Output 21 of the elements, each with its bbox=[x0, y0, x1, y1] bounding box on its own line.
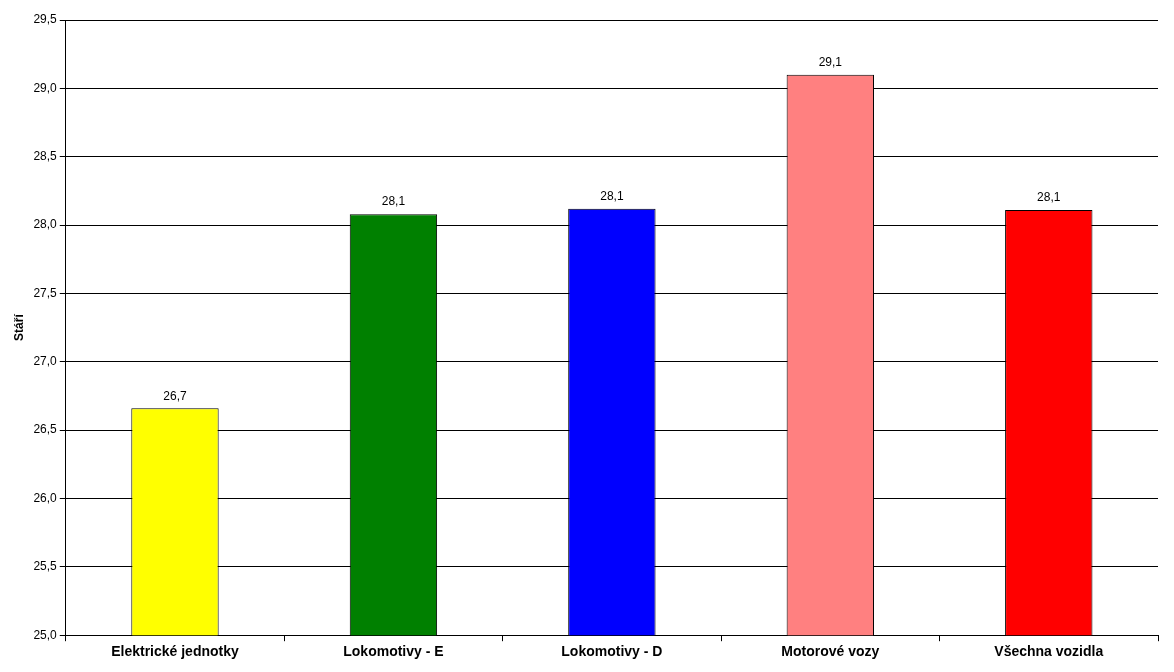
y-tick-label: 28,0 bbox=[33, 217, 58, 232]
y-tick-label: 28,5 bbox=[33, 149, 58, 164]
data-label: 28,1 bbox=[1037, 190, 1061, 205]
data-label: 29,1 bbox=[818, 55, 843, 69]
x-tick-label: Elektrické jednotky bbox=[111, 643, 239, 660]
data-label: 28,1 bbox=[600, 188, 624, 203]
x-tick-label: Motorové vozy bbox=[781, 643, 880, 660]
x-tick-label: Lokomotivy - E bbox=[343, 643, 444, 660]
y-tick-label: 29,5 bbox=[33, 12, 58, 27]
y-tick-label: 29,0 bbox=[33, 80, 58, 95]
data-label: 28,1 bbox=[381, 194, 406, 209]
data-label: 26,7 bbox=[163, 388, 187, 403]
x-tick-label: Všechna vozidla bbox=[994, 643, 1104, 660]
y-tick-label: 27,5 bbox=[33, 285, 58, 300]
y-tick-label: 25,0 bbox=[33, 627, 58, 642]
x-tick-label: Lokomotivy - D bbox=[561, 643, 663, 660]
y-axis-title: Stáří bbox=[11, 313, 26, 341]
y-tick-label: 27,0 bbox=[33, 354, 58, 369]
y-tick-label: 25,5 bbox=[33, 559, 58, 574]
y-tick-label: 26,5 bbox=[33, 422, 58, 437]
y-tick-label: 26,0 bbox=[33, 490, 58, 505]
